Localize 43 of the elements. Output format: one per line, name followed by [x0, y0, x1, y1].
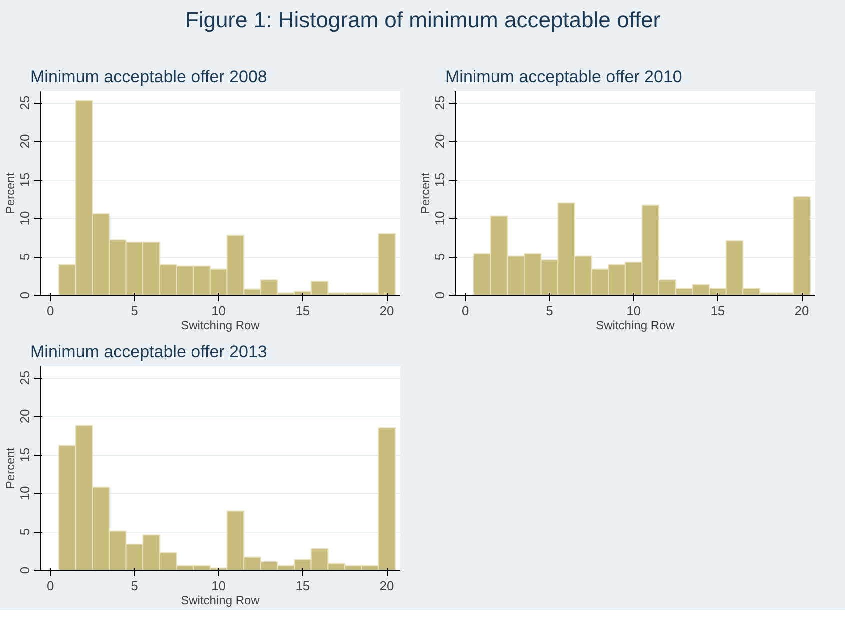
x-tick-label: 10	[212, 304, 226, 318]
y-axis-title: Percent	[418, 172, 432, 214]
y-tick-label: 25	[18, 96, 32, 110]
x-tick-label: 0	[46, 304, 54, 318]
x-tick-label: 10	[212, 578, 226, 594]
y-tick-label: 0	[18, 292, 32, 300]
y-tick-label: 20	[18, 409, 32, 424]
x-tick-label: 0	[46, 578, 54, 594]
x-tick-label: 20	[794, 304, 810, 318]
x-tick-label: 15	[296, 304, 310, 318]
y-tick-label: 10	[18, 486, 32, 501]
y-tick-label: 15	[432, 172, 448, 188]
y-tick-label: 20	[432, 134, 448, 149]
x-tick-label: 20	[380, 578, 394, 594]
x-tick-label: 15	[296, 578, 310, 594]
y-tick-label: 5	[18, 253, 32, 261]
y-tick-label: 25	[18, 370, 32, 386]
x-tick-label: 10	[626, 304, 642, 318]
y-tick-label: 10	[18, 211, 32, 226]
y-tick-label: 15	[18, 172, 32, 188]
y-axis-title: Percent	[4, 447, 18, 490]
x-tick-label: 15	[710, 304, 726, 318]
x-tick-label: 5	[131, 578, 138, 594]
chart-title: Minimum acceptable offer 2010	[446, 68, 682, 86]
y-tick-label: 0	[18, 566, 32, 574]
y-tick-label: 15	[18, 448, 32, 462]
x-tick-label: 5	[546, 304, 554, 318]
text: Figure 1: Histogram of minimum acceptable offer	[185, 8, 661, 32]
y-tick-label: 0	[432, 292, 448, 300]
y-tick-label: 5	[432, 253, 448, 261]
y-tick-label: 25	[432, 96, 448, 110]
chart-title: Minimum acceptable offer 2008	[30, 68, 268, 86]
x-axis-title: Switching Row	[596, 318, 676, 332]
y-tick-label: 10	[432, 211, 448, 226]
y-tick-label: 5	[18, 528, 32, 536]
chart-title: Minimum acceptable offer 2013	[30, 342, 268, 362]
x-tick-label: 0	[462, 304, 470, 318]
x-axis-title: Switching Row	[181, 594, 260, 608]
x-tick-label: 5	[131, 304, 138, 318]
y-tick-label: 20	[18, 134, 32, 149]
x-tick-label: 20	[380, 304, 394, 318]
x-axis-title: Switching Row	[181, 318, 260, 332]
y-axis-title: Percent	[4, 172, 18, 214]
